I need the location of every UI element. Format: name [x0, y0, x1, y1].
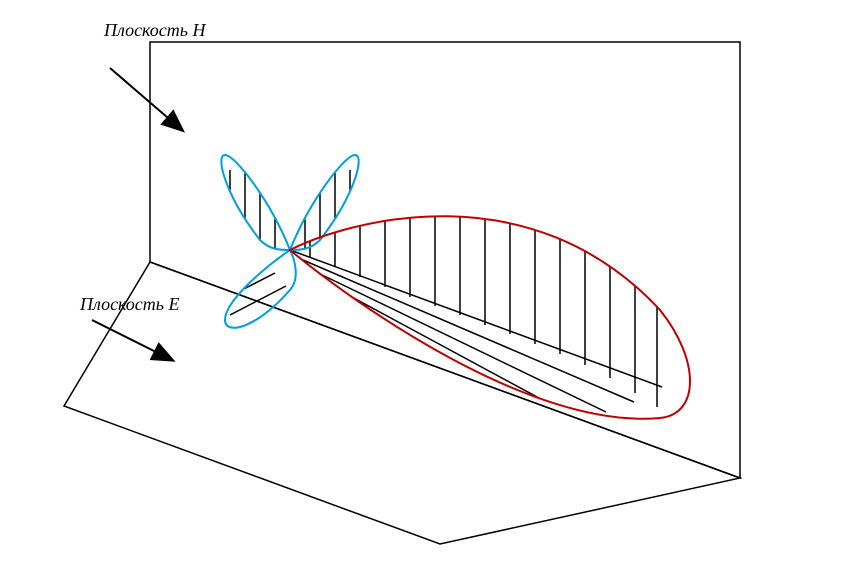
- side-lobe-hatch-upper-right: [230, 163, 350, 328]
- plane-h: [150, 42, 740, 478]
- main-lobe-hatch-diagonal: [290, 250, 662, 423]
- radiation-pattern-diagram: Плоскость H Плоскость E: [0, 0, 847, 563]
- main-lobe: [290, 216, 690, 419]
- arrow-plane-h: [110, 68, 182, 130]
- plane-h-label: Плоскость H: [103, 20, 206, 40]
- side-lobe-lower: [225, 250, 296, 328]
- side-lobe-hatch-upper-left: [230, 163, 350, 328]
- side-lobe-upper-left: [221, 155, 290, 250]
- side-lobe-hatch-lower: [230, 163, 350, 328]
